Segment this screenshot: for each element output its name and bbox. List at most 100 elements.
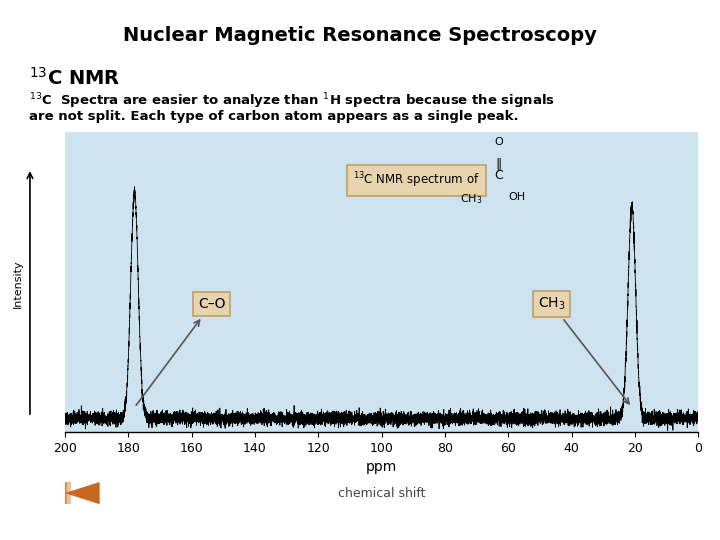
Bar (68, 482, 71, 504)
Bar (66, 482, 69, 504)
Bar (68, 482, 71, 504)
Bar (67, 482, 70, 504)
Bar (66, 482, 70, 504)
Bar (66, 482, 69, 504)
Bar (65, 482, 68, 504)
Bar (66, 482, 69, 504)
Bar (66, 482, 69, 504)
Bar (66, 482, 69, 504)
Bar (67, 482, 71, 504)
Bar (67, 482, 71, 504)
X-axis label: ppm: ppm (366, 460, 397, 474)
Bar (67, 482, 70, 504)
Bar (68, 482, 71, 504)
Bar (66, 482, 69, 504)
Bar (67, 482, 70, 504)
Bar (65, 482, 68, 504)
Bar (66, 482, 69, 504)
Bar (68, 482, 71, 504)
Bar (65, 482, 68, 504)
Bar (66, 482, 69, 504)
Bar (67, 482, 70, 504)
Bar (66, 482, 68, 504)
Text: O: O (495, 137, 503, 147)
Bar (68, 482, 71, 504)
Bar (66, 482, 70, 504)
Bar (67, 482, 70, 504)
Bar (66, 482, 69, 504)
Bar (66, 482, 68, 504)
Bar (66, 482, 68, 504)
Bar (65, 482, 68, 504)
Bar (68, 482, 71, 504)
Bar (66, 482, 69, 504)
Bar (66, 482, 69, 504)
Bar (66, 482, 68, 504)
Bar (66, 482, 68, 504)
Bar (68, 482, 71, 504)
Bar (66, 482, 69, 504)
Bar (66, 482, 69, 504)
Bar (67, 482, 71, 504)
Bar (66, 482, 69, 504)
Text: OH: OH (508, 192, 526, 202)
Bar (66, 482, 69, 504)
Bar (67, 482, 70, 504)
Bar (65, 482, 68, 504)
Bar (67, 482, 70, 504)
Bar (67, 482, 70, 504)
Bar (65, 482, 68, 504)
Bar (67, 482, 71, 504)
Bar (66, 482, 69, 504)
Bar (66, 482, 69, 504)
Bar (68, 482, 71, 504)
Bar (68, 482, 71, 504)
Bar (66, 482, 70, 504)
Bar (66, 482, 68, 504)
Bar (67, 482, 70, 504)
Bar (68, 482, 71, 504)
Bar (65, 482, 68, 504)
Bar (68, 482, 71, 504)
Bar (66, 482, 70, 504)
Text: $^{13}$C NMR: $^{13}$C NMR (29, 68, 120, 89)
Bar (68, 482, 71, 504)
Bar (66, 482, 69, 504)
Text: CH$_3$: CH$_3$ (461, 192, 483, 206)
Bar (66, 482, 69, 504)
Text: C: C (495, 169, 503, 183)
Bar (66, 482, 69, 504)
Bar (65, 482, 68, 504)
Bar (66, 482, 69, 504)
Bar (66, 482, 70, 504)
Bar (68, 482, 71, 504)
Bar (66, 482, 69, 504)
Bar (68, 482, 71, 504)
Bar (67, 482, 70, 504)
Bar (68, 482, 71, 504)
Bar (65, 482, 68, 504)
Bar (67, 482, 71, 504)
Bar (66, 482, 68, 504)
Bar (68, 482, 71, 504)
Bar (67, 482, 70, 504)
Bar (66, 482, 70, 504)
Bar (67, 482, 70, 504)
Bar (66, 482, 69, 504)
Bar (66, 482, 69, 504)
Bar (65, 482, 68, 504)
Bar (66, 482, 68, 504)
Bar (66, 482, 68, 504)
Bar (66, 482, 70, 504)
Bar (66, 482, 69, 504)
Bar (66, 482, 70, 504)
Bar (65, 482, 68, 504)
Bar (67, 482, 71, 504)
Bar (66, 482, 69, 504)
Bar (67, 482, 70, 504)
Bar (67, 482, 71, 504)
Bar (68, 482, 71, 504)
Bar (67, 482, 71, 504)
Bar (65, 482, 68, 504)
Bar (65, 482, 68, 504)
